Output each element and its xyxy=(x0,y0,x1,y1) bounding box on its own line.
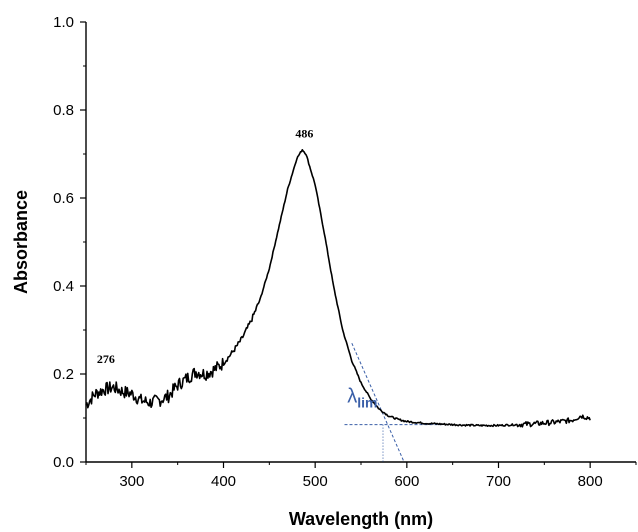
x-tick-label-300: 300 xyxy=(119,473,144,490)
y-tick-label-3: 0.6 xyxy=(53,190,74,207)
labels-group: 300 400 500 600 700 800 0.0 0.2 0.4 0.6 0.8 1.0 Wave… xyxy=(11,14,603,529)
lambda-lim-label: λlim xyxy=(347,386,377,411)
axes-group xyxy=(80,21,637,468)
x-tick-label-500: 500 xyxy=(303,473,328,490)
y-tick-label-4: 0.8 xyxy=(53,102,74,119)
series-group xyxy=(85,148,591,428)
lambda-subscript: lim xyxy=(357,395,377,411)
y-axis-title: Absorbance xyxy=(11,190,31,294)
y-tick-label-0: 0.0 xyxy=(53,454,74,471)
x-tick-label-600: 600 xyxy=(394,473,419,490)
x-tick-label-400: 400 xyxy=(211,473,236,490)
lambda-symbol: λ xyxy=(347,386,357,408)
y-tick-label-5: 1.0 xyxy=(53,14,74,31)
guides-group xyxy=(344,342,451,463)
x-tick-label-700: 700 xyxy=(486,473,511,490)
peak-label-486: 486 xyxy=(295,127,313,141)
tangent-guide-line xyxy=(351,342,405,463)
x-axis-title: Wavelength (nm) xyxy=(289,509,433,529)
peak-label-276: 276 xyxy=(97,352,115,366)
y-tick-label-2: 0.4 xyxy=(53,278,74,295)
y-tick-label-1: 0.2 xyxy=(53,366,74,383)
spectrum-line xyxy=(85,148,591,428)
x-tick-label-800: 800 xyxy=(578,473,603,490)
